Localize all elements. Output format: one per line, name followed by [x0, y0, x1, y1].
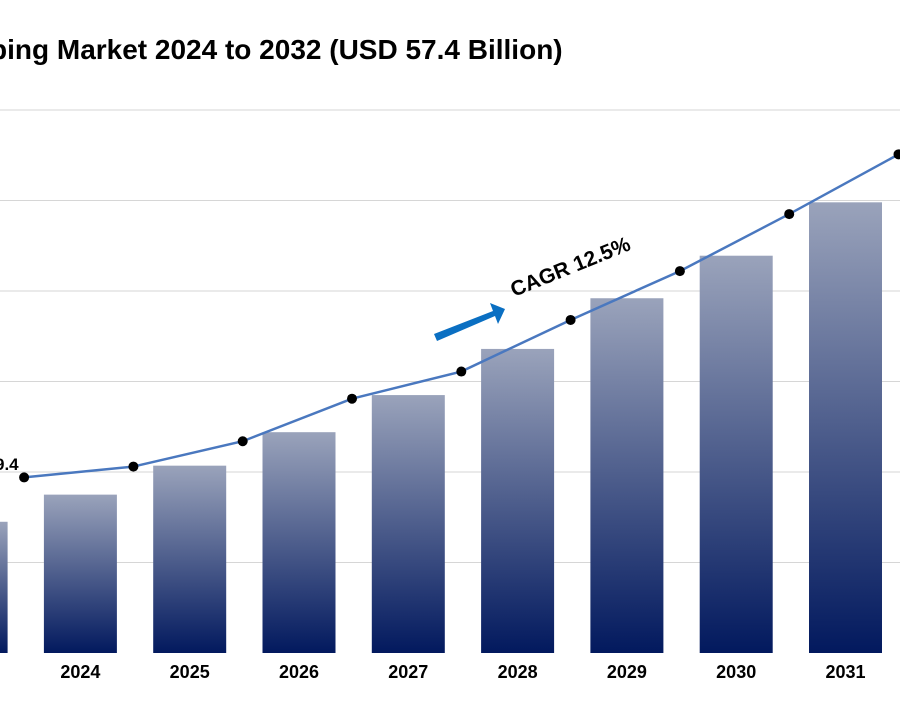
- bar: [263, 432, 336, 653]
- bar: [809, 202, 882, 653]
- x-tick-labels: 2024 2025 2026 2027 2028 2029 2030 2031: [60, 662, 865, 682]
- line-point: [19, 472, 29, 482]
- cagr-arrow-icon: [434, 303, 505, 341]
- x-tick-label: 2027: [388, 662, 428, 682]
- line-point: [784, 209, 794, 219]
- start-value-label: 9.4: [0, 455, 19, 474]
- bar: [372, 395, 445, 653]
- x-tick-label: 2025: [170, 662, 210, 682]
- x-tick-label: 2024: [60, 662, 100, 682]
- line-point: [675, 266, 685, 276]
- line-point: [456, 367, 466, 377]
- x-tick-label: 2030: [716, 662, 756, 682]
- line-point: [238, 436, 248, 446]
- x-tick-label: 2028: [498, 662, 538, 682]
- line-point: [128, 462, 138, 472]
- bar: [0, 522, 8, 653]
- x-tick-label: 2031: [825, 662, 865, 682]
- bar: [44, 495, 117, 653]
- line-point: [566, 315, 576, 325]
- x-tick-label: 2026: [279, 662, 319, 682]
- bars: [0, 202, 882, 653]
- bar: [481, 349, 554, 653]
- bar: [700, 256, 773, 653]
- chart-title: ping Market 2024 to 2032 (USD 57.4 Billi…: [0, 34, 563, 65]
- bar: [153, 466, 226, 653]
- x-tick-label: 2029: [607, 662, 647, 682]
- bar: [590, 298, 663, 653]
- line-point: [347, 394, 357, 404]
